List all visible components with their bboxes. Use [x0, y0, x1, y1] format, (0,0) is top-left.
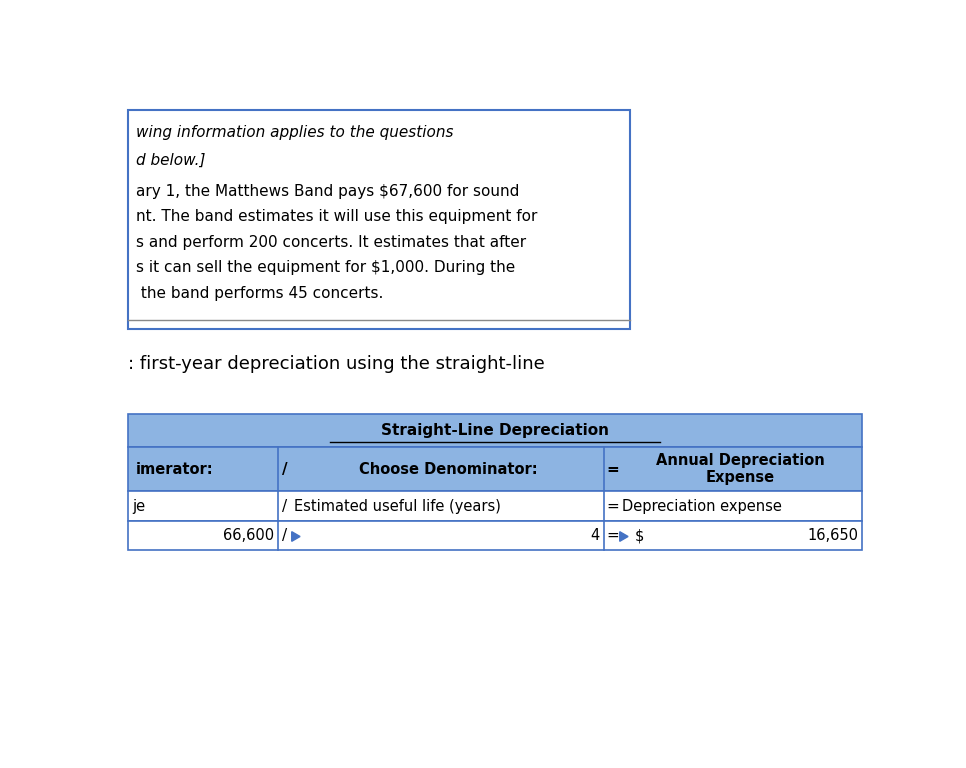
Text: /: / [282, 462, 287, 477]
Text: d below.]: d below.] [135, 153, 205, 168]
Bar [128, 521, 862, 551]
Text: 4: 4 [590, 528, 600, 543]
Text: =: = [607, 528, 619, 543]
Text: Annual Depreciation
Expense: Annual Depreciation Expense [656, 453, 825, 485]
Text: je: je [132, 498, 145, 514]
Text: Depreciation expense: Depreciation expense [622, 498, 782, 514]
Text: 16,650: 16,650 [808, 528, 858, 543]
Text: : first-year depreciation using the straight-line: : first-year depreciation using the stra… [128, 356, 545, 373]
Text: Choose Denominator:: Choose Denominator: [359, 462, 538, 477]
Text: =: = [607, 462, 619, 477]
Text: the band performs 45 concerts.: the band performs 45 concerts. [135, 286, 384, 300]
Text: Estimated useful life (years): Estimated useful life (years) [295, 498, 501, 514]
Bar [128, 492, 862, 521]
Text: $: $ [635, 528, 644, 543]
Text: nt. The band estimates it will use this equipment for: nt. The band estimates it will use this … [135, 209, 537, 224]
Text: /: / [282, 498, 287, 514]
Text: imerator:: imerator: [135, 462, 213, 477]
Text: ary 1, the Matthews Band pays $67,600 for sound: ary 1, the Matthews Band pays $67,600 fo… [135, 184, 519, 199]
Text: s and perform 200 concerts. It estimates that after: s and perform 200 concerts. It estimates… [135, 235, 526, 250]
Text: /: / [282, 528, 287, 543]
Text: 66,600: 66,600 [223, 528, 274, 543]
Text: =: = [607, 498, 619, 514]
Bar [128, 110, 630, 329]
Bar [128, 415, 862, 447]
Text: wing information applies to the questions: wing information applies to the question… [135, 124, 453, 140]
Text: Straight-Line Depreciation: Straight-Line Depreciation [381, 423, 610, 439]
Bar [128, 447, 862, 492]
Text: s it can sell the equipment for $1,000. During the: s it can sell the equipment for $1,000. … [135, 260, 515, 275]
